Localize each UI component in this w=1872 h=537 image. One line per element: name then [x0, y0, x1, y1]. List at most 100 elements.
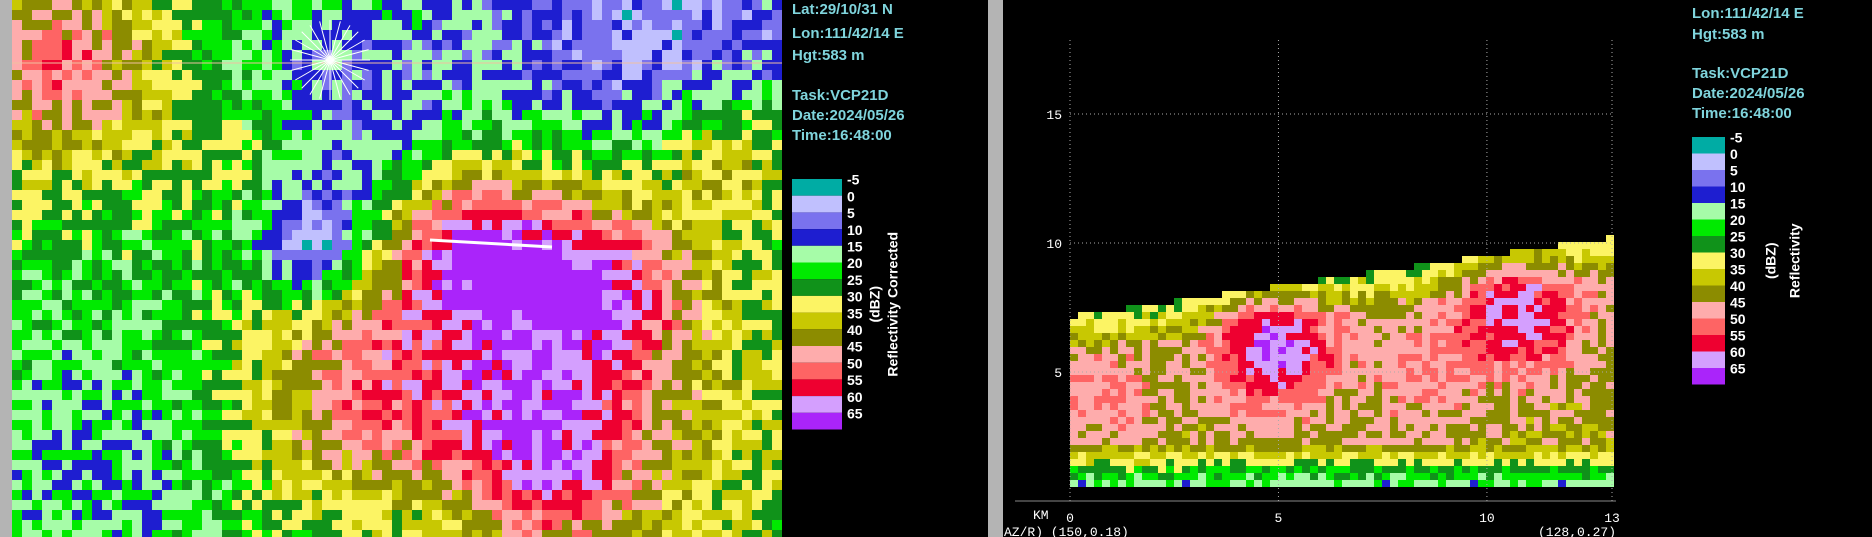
echo-cell [172, 260, 182, 270]
echo-cell [752, 350, 762, 360]
echo-cell [342, 80, 352, 90]
echo-cell [762, 140, 772, 150]
echo-cell [292, 450, 302, 460]
echo-cell [712, 110, 722, 120]
echo-cell [212, 60, 222, 70]
echo-cell [92, 220, 102, 230]
echo-cell [612, 240, 622, 250]
echo-cell [162, 350, 172, 360]
echo-cell [182, 450, 192, 460]
echo-cell [562, 90, 572, 100]
echo-cell [622, 230, 632, 240]
echo-cell [382, 380, 392, 390]
echo-cell [12, 140, 22, 150]
echo-cell [62, 470, 72, 480]
echo-cell [52, 450, 62, 460]
section-cell [1518, 312, 1526, 319]
echo-cell [592, 130, 602, 140]
echo-cell [382, 500, 392, 510]
echo-cell [122, 110, 132, 120]
echo-cell [492, 70, 502, 80]
echo-cell [532, 340, 542, 350]
echo-cell [542, 70, 552, 80]
section-cell [1310, 305, 1318, 312]
echo-cell [602, 350, 612, 360]
echo-cell [52, 420, 62, 430]
echo-cell [32, 520, 42, 530]
echo-cell [682, 240, 692, 250]
echo-cell [302, 450, 312, 460]
section-cell [1438, 284, 1446, 291]
echo-cell [672, 390, 682, 400]
radial [295, 59, 331, 81]
echo-cell [102, 0, 112, 10]
echo-cell [722, 430, 732, 440]
section-cell [1454, 319, 1462, 326]
echo-cell [202, 530, 212, 537]
section-cell [1334, 354, 1342, 361]
echo-cell [112, 520, 122, 530]
echo-cell [692, 40, 702, 50]
echo-cell [672, 140, 682, 150]
echo-cell [412, 60, 422, 70]
echo-cell [122, 400, 132, 410]
section-cell [1390, 277, 1398, 284]
section-cell [1134, 347, 1142, 354]
echo-cell [272, 120, 282, 130]
echo-cell [342, 70, 352, 80]
section-cell [1326, 333, 1334, 340]
echo-cell [582, 140, 592, 150]
echo-cell [532, 10, 542, 20]
radial [309, 59, 331, 95]
echo-cell [282, 60, 292, 70]
echo-cell [542, 200, 552, 210]
echo-cell [62, 180, 72, 190]
echo-cell [482, 140, 492, 150]
echo-cell [412, 10, 422, 20]
echo-cell [402, 480, 412, 490]
echo-cell [42, 410, 52, 420]
echo-cell [372, 510, 382, 520]
echo-cell [182, 460, 192, 470]
section-cell [1262, 319, 1270, 326]
echo-cell [102, 320, 112, 330]
section-cell [1582, 340, 1590, 347]
echo-cell [292, 460, 302, 470]
echo-cell [482, 390, 492, 400]
echo-cell [352, 290, 362, 300]
radial [329, 59, 369, 71]
echo-cell [752, 270, 762, 280]
echo-cell [372, 80, 382, 90]
echo-cell [402, 140, 412, 150]
echo-cell [602, 430, 612, 440]
echo-cell [672, 330, 682, 340]
section-cell [1286, 326, 1294, 333]
echo-cell [12, 500, 22, 510]
echo-cell [422, 380, 432, 390]
echo-cell [762, 70, 772, 80]
echo-cell [32, 10, 42, 20]
echo-cell [612, 230, 622, 240]
echo-cell [212, 280, 222, 290]
echo-cell [572, 200, 582, 210]
echo-cell [222, 310, 232, 320]
echo-cell [242, 340, 252, 350]
echo-cell [62, 290, 72, 300]
echo-cell [522, 390, 532, 400]
section-cell [1446, 347, 1454, 354]
echo-cell [262, 150, 272, 160]
echo-cell [42, 260, 52, 270]
echo-cell [242, 0, 252, 10]
echo-cell [112, 280, 122, 290]
radial [295, 39, 331, 61]
echo-cell [232, 30, 242, 40]
echo-cell [142, 430, 152, 440]
echo-cell [232, 360, 242, 370]
section-cell [1462, 291, 1470, 298]
echo-cell [752, 190, 762, 200]
echo-cell [22, 450, 32, 460]
echo-cell [712, 530, 722, 537]
section-cell [1518, 326, 1526, 333]
echo-cell [332, 270, 342, 280]
echo-cell [492, 300, 502, 310]
